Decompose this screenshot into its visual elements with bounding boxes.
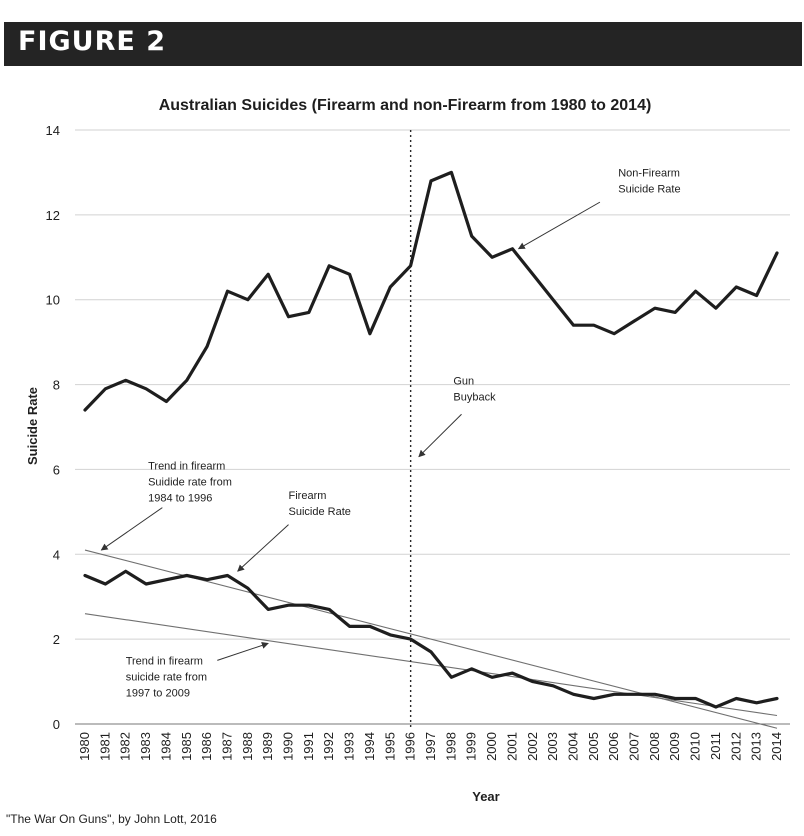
firearm-series-line <box>83 569 779 709</box>
x-tick-label: 2001 <box>504 732 519 761</box>
annotation-gun-buyback: Gun Buyback <box>453 376 496 404</box>
non-firearm-series-line <box>83 170 779 412</box>
x-tick-label: 2009 <box>667 732 682 761</box>
x-tick-label: 1999 <box>464 732 479 761</box>
x-tick-label: 1988 <box>240 732 255 761</box>
x-tick-label: 1990 <box>281 732 296 761</box>
x-tick-label: 2005 <box>586 732 601 761</box>
x-tick-label: 2008 <box>647 732 662 761</box>
arrow-gun-buyback <box>418 413 462 458</box>
annotation-firearm: Firearm Suicide Rate <box>289 490 351 518</box>
y-tick-label: 6 <box>53 462 60 477</box>
x-tick-label: 2004 <box>565 732 580 761</box>
x-tick-label: 2007 <box>627 732 642 761</box>
figure-banner: FIGURE 2 <box>4 22 802 66</box>
x-tick-label: 1987 <box>219 732 234 761</box>
annotation-trend-1997-2009: Trend in firearm suicide rate from 1997 to… <box>126 656 207 700</box>
x-tick-label: 1998 <box>443 732 458 761</box>
y-tick-label: 14 <box>46 123 60 138</box>
x-tick-label: 1995 <box>382 732 397 761</box>
annotation-trend-1984-1996: Trend in firearm Suidide rate from 1984 to… <box>148 460 232 504</box>
x-tick-label: 2011 <box>708 732 723 760</box>
x-tick-label: 1985 <box>179 732 194 761</box>
y-axis-label: Suicide Rate <box>25 387 40 465</box>
x-tick-label: 1984 <box>158 732 173 761</box>
x-tick-label: 1989 <box>260 732 275 761</box>
x-axis-label: Year <box>472 789 499 804</box>
x-tick-label: 1982 <box>118 732 133 761</box>
x-tick-label: 2010 <box>688 732 703 761</box>
x-tick-label: 2000 <box>484 732 499 761</box>
y-tick-label: 8 <box>53 378 60 393</box>
arrow-firearm <box>237 524 289 572</box>
x-tick-label: 1992 <box>321 732 336 761</box>
x-tick-label: 1986 <box>199 732 214 761</box>
x-tick-label: 1991 <box>301 732 316 761</box>
chart-title: Australian Suicides (Firearm and non-Fir… <box>159 97 652 114</box>
x-tick-label: 1993 <box>342 732 357 761</box>
x-tick-label: 2012 <box>728 732 743 761</box>
figure-label: FIGURE 2 <box>18 26 166 57</box>
x-tick-label: 2003 <box>545 732 560 761</box>
y-tick-label: 0 <box>53 717 60 732</box>
trend-line-2 <box>84 613 778 717</box>
x-tick-label: 1996 <box>403 732 418 761</box>
x-tick-label: 1997 <box>423 732 438 761</box>
annotation-nonfirearm: Non-Firearm Suicide Rate <box>618 168 680 196</box>
y-tick-label: 12 <box>46 208 60 223</box>
arrow-trend-1984-1996 <box>100 507 163 551</box>
y-tick-label: 4 <box>53 547 60 562</box>
source-note: "The War On Guns", by John Lott, 2016 <box>6 812 217 826</box>
x-tick-label: 1980 <box>77 732 92 761</box>
x-tick-label: 2002 <box>525 732 540 761</box>
arrow-trend-1997-2009 <box>217 642 269 661</box>
x-tick-label: 1981 <box>97 732 112 761</box>
arrow-nonfirearm <box>517 201 601 250</box>
y-tick-label: 10 <box>46 293 60 308</box>
y-tick-label: 2 <box>53 632 60 647</box>
x-tick-label: 1983 <box>138 732 153 761</box>
x-tick-label: 2006 <box>606 732 621 761</box>
x-tick-label: 2014 <box>769 732 784 761</box>
x-tick-label: 2013 <box>749 732 764 761</box>
x-tick-label: 1994 <box>362 732 377 761</box>
